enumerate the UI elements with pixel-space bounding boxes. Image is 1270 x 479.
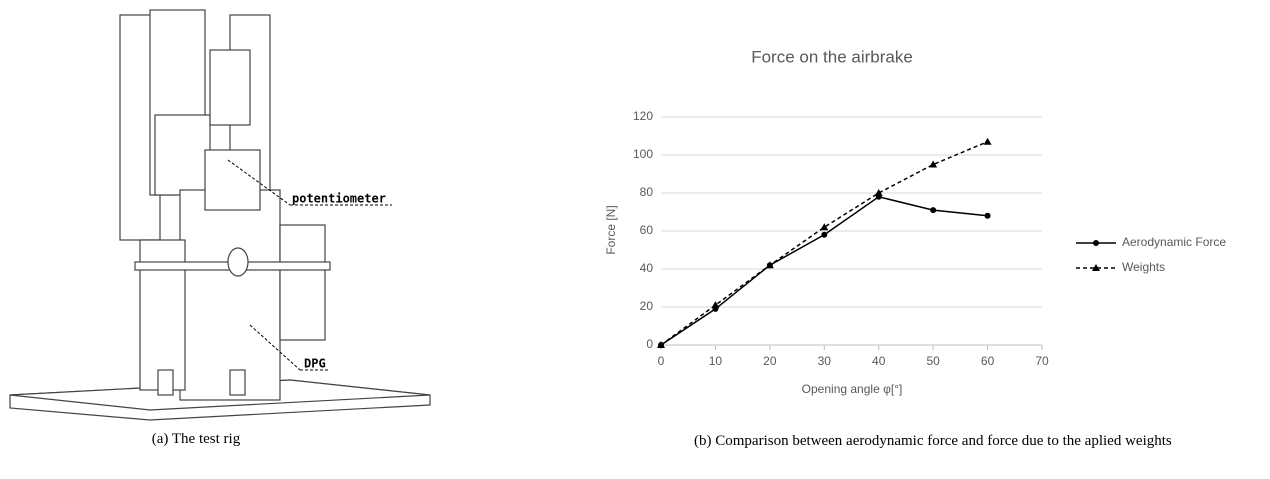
- caption: (b) Comparison between aerodynamic force…: [694, 433, 1172, 449]
- chart: 0 20 40 60 80 100 120 0 10 20 30 40 50 60 70 Aerodynami…: [633, 109, 1226, 368]
- y-axis-label: Force [N]: [604, 205, 618, 254]
- x-tick-label: 30: [818, 354, 832, 368]
- y-tick-label: 120: [633, 109, 653, 123]
- marker: [984, 212, 991, 219]
- marker: [1093, 240, 1099, 246]
- legend-label: Aerodynamic Force: [1122, 235, 1226, 249]
- x-axis-label: Opening angle φ[°]: [802, 382, 903, 396]
- y-tick-label: 100: [633, 147, 653, 161]
- caption: (a) The test rig: [151, 431, 241, 447]
- marker: [874, 189, 883, 196]
- y-tick-label: 80: [640, 185, 654, 199]
- y-tick-label: 20: [640, 299, 654, 313]
- x-tick-label: 40: [872, 354, 886, 368]
- y-tick-label: 0: [646, 337, 653, 351]
- x-tick-label: 70: [1035, 354, 1049, 368]
- x-tick-label: 50: [926, 354, 940, 368]
- marker: [821, 231, 828, 238]
- test-rig-drawing: [9, 9, 431, 421]
- y-tick-label: 40: [640, 261, 654, 275]
- marker: [820, 223, 829, 231]
- rig-label: DPG: [304, 357, 326, 371]
- marker: [929, 160, 938, 168]
- series-line: [660, 195, 988, 346]
- x-tick-label: 20: [763, 354, 777, 368]
- marker: [765, 261, 774, 269]
- marker: [711, 301, 720, 309]
- marker: [983, 137, 992, 145]
- marker: [1092, 264, 1100, 271]
- series-line: [660, 141, 988, 346]
- legend-label: Weights: [1122, 260, 1165, 274]
- chart-title: Force on the airbrake: [751, 47, 913, 66]
- marker: [657, 341, 665, 348]
- marker: [930, 207, 937, 214]
- rig-label: potentiometer: [292, 192, 386, 206]
- y-tick-label: 60: [640, 223, 654, 237]
- x-tick-label: 60: [981, 354, 995, 368]
- x-tick-label: 0: [658, 354, 665, 368]
- x-tick-label: 10: [709, 354, 723, 368]
